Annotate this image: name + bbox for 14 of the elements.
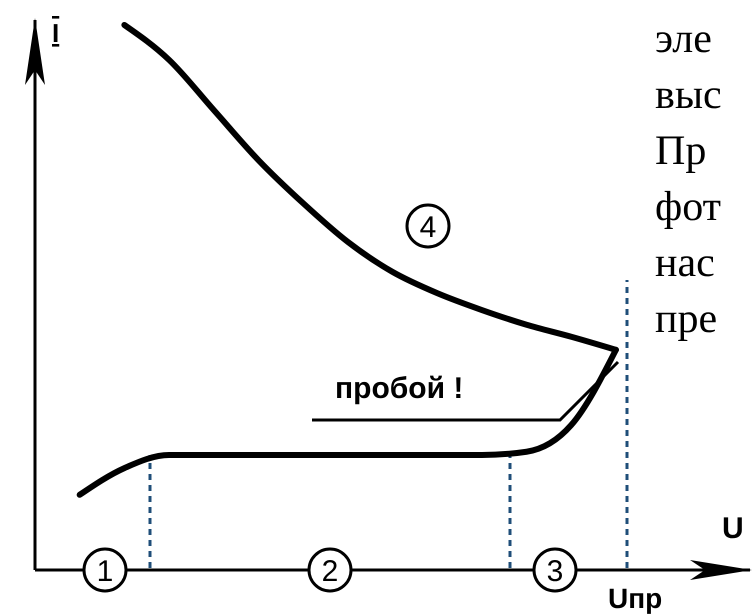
annotation: 1 [96, 555, 114, 588]
annotation: нас [655, 240, 715, 286]
annotation: пре [655, 296, 718, 342]
annotation: 4 [420, 211, 436, 244]
annotation: Пр [655, 128, 706, 174]
annotation: фот [655, 184, 722, 230]
annotation: 3 [546, 555, 564, 588]
text: Uпр [608, 583, 662, 614]
annotation: эле [655, 16, 712, 62]
y-axis-title: I [52, 18, 60, 48]
annotation: выс [655, 72, 722, 118]
annotation: пробой ! [335, 372, 464, 405]
annotation: 2 [322, 555, 338, 588]
x-axis-title: U [722, 512, 744, 545]
